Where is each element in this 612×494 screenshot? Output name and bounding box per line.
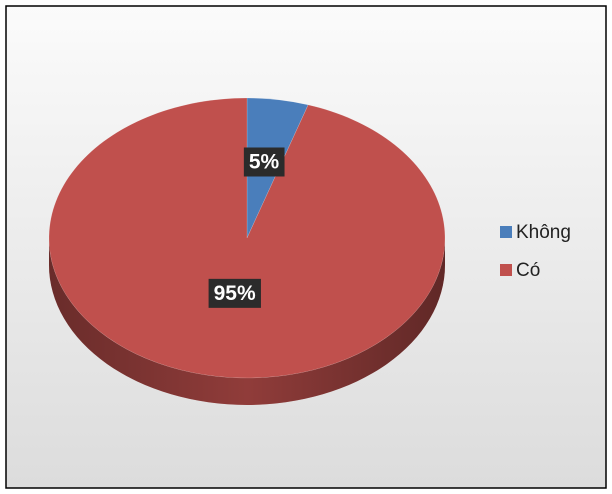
- legend-swatch: [500, 264, 512, 276]
- value-label: 95%: [214, 282, 256, 305]
- slice: [48, 97, 446, 379]
- value-label-group: 95%: [208, 278, 261, 308]
- slice-side-shade: [49, 238, 445, 405]
- legend-swatch: [500, 226, 512, 238]
- legend-label: Có: [516, 260, 540, 281]
- value-label-box: [208, 278, 261, 308]
- legend-label: Không: [516, 222, 571, 243]
- value-label-group: 5%: [243, 147, 285, 177]
- value-label: 5%: [249, 150, 280, 173]
- value-label-box: [243, 147, 285, 177]
